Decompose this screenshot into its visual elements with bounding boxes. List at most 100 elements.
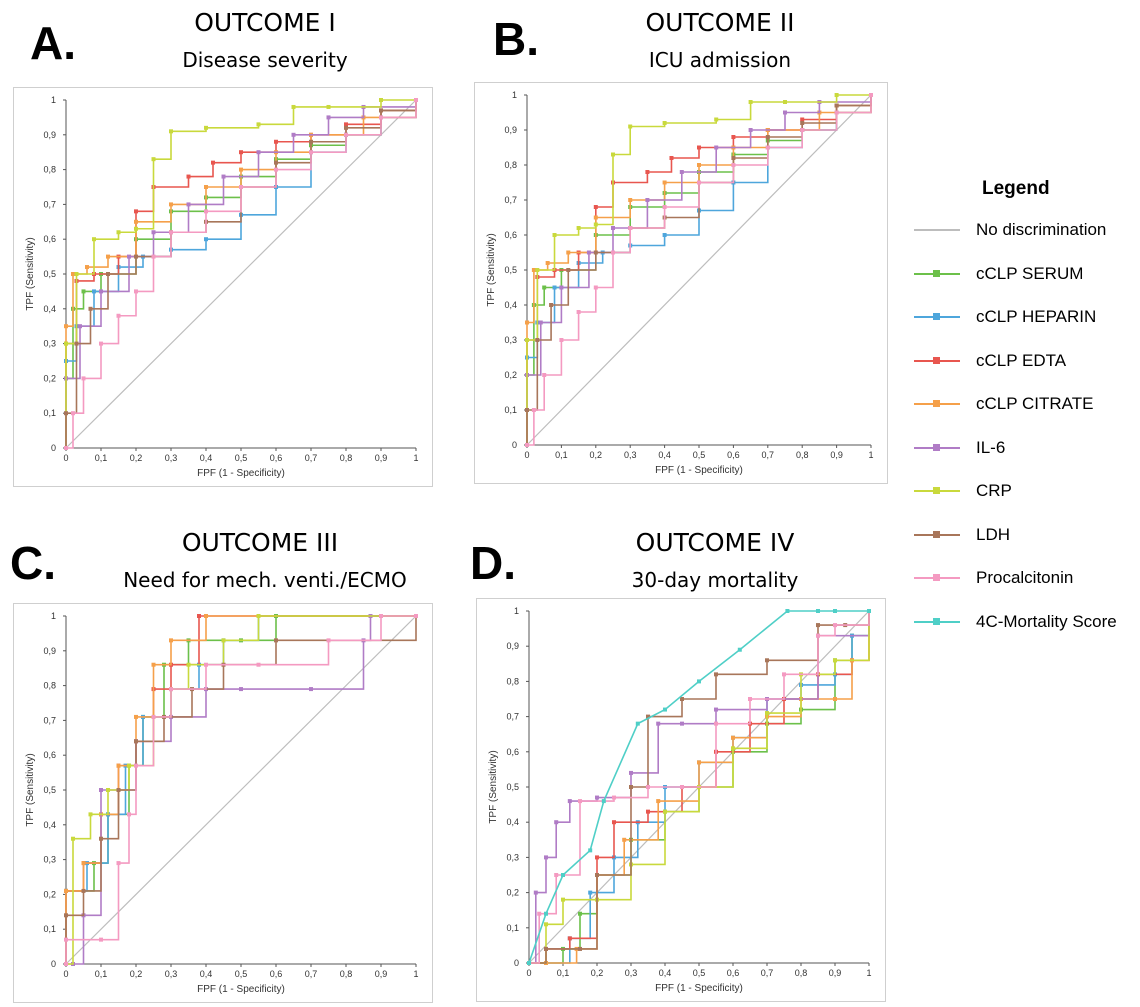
data-point-cclp-citrate: [628, 198, 633, 202]
data-point-il-6: [559, 285, 564, 290]
data-point-4c-mortality-score: [635, 721, 640, 726]
y-axis-label: TPF (Sensitivity): [25, 753, 36, 826]
y-tick-label: 0,4: [506, 817, 519, 827]
data-point-crp: [326, 104, 331, 109]
legend-marker-swatch: [933, 617, 940, 625]
panel-c-letter: C.: [10, 537, 56, 589]
x-tick-label: 0,7: [762, 450, 775, 460]
data-point-ldh: [593, 250, 598, 255]
x-tick-label: 0,9: [829, 968, 842, 978]
y-tick-label: 0,2: [504, 370, 517, 380]
data-point-crp: [221, 638, 226, 643]
data-point-cclp-citrate: [622, 837, 627, 842]
legend-title: Legend: [982, 178, 1050, 199]
legend-item-cclp-citrate: cCLP CITRATE: [910, 394, 1140, 414]
data-point-procalcitonin: [612, 795, 616, 800]
data-point-4c-mortality-score: [816, 609, 820, 613]
data-point-cclp-edta: [669, 156, 674, 160]
y-tick-label: 0,7: [43, 199, 56, 209]
x-tick-label: 0: [524, 450, 529, 460]
data-point-crp: [92, 237, 96, 242]
data-point-procalcitonin: [204, 662, 208, 667]
y-tick-label: 0,9: [506, 641, 519, 651]
legend-item-cclp-edta: cCLP EDTA: [910, 351, 1140, 371]
data-point-il-6: [186, 202, 191, 207]
data-point-ldh: [99, 836, 103, 841]
data-point-cclp-edta: [211, 160, 215, 165]
data-point-ldh: [800, 121, 805, 125]
data-point-crp: [64, 341, 68, 346]
x-tick-label: 0,1: [557, 968, 570, 978]
data-point-procalcitonin: [869, 93, 873, 97]
x-tick-label: 0,8: [340, 969, 353, 979]
x-tick-label: 1: [413, 969, 418, 979]
data-point-crp: [593, 222, 598, 227]
data-point-procalcitonin: [697, 180, 701, 185]
legend-label: cCLP EDTA: [976, 350, 1067, 370]
legend-label: 4C-Mortality Score: [976, 611, 1117, 631]
data-point-procalcitonin: [64, 962, 68, 966]
data-point-il-6: [326, 115, 331, 120]
data-point-procalcitonin: [116, 861, 121, 866]
data-point-il-6: [748, 128, 753, 132]
data-point-ldh: [535, 338, 540, 342]
data-point-procalcitonin: [326, 638, 331, 643]
legend-label: cCLP SERUM: [976, 263, 1084, 283]
data-point-ldh: [134, 254, 138, 259]
data-point-procalcitonin: [309, 150, 313, 155]
x-tick-label: 0,6: [270, 453, 283, 463]
x-tick-label: 0,7: [305, 453, 318, 463]
data-point-cclp-edta: [612, 820, 616, 825]
legend-marker-swatch: [933, 443, 940, 451]
data-point-procalcitonin: [731, 163, 736, 167]
data-point-cclp-citrate: [169, 638, 173, 643]
data-point-cclp-citrate: [169, 202, 173, 207]
x-tick-label: 0,4: [200, 969, 213, 979]
data-point-cclp-heparin: [204, 237, 208, 242]
roc-chart-b: 00 0,1 0,1 0,2 0,2 0,3 0,3 0,4 0,4 0,5 0,5 0,6 0,6 0,…: [486, 90, 874, 476]
y-tick-label: 0,8: [43, 165, 56, 175]
data-point-ldh: [116, 788, 121, 792]
x-tick-label: 0,9: [830, 450, 843, 460]
data-point-ldh: [274, 638, 278, 643]
x-tick-label: 0,7: [305, 969, 318, 979]
series-line-no-discrimination: [65, 615, 417, 965]
data-point-procalcitonin: [816, 633, 820, 638]
y-tick-label: 0,3: [43, 855, 56, 865]
legend-label: cCLP CITRATE: [976, 394, 1094, 413]
data-point-ldh: [714, 672, 718, 677]
x-tick-label: 0,7: [761, 968, 774, 978]
data-point-procalcitonin: [379, 614, 383, 618]
x-tick-label: 0,4: [658, 450, 671, 460]
data-point-il-6: [645, 198, 650, 202]
data-point-ldh: [81, 888, 86, 893]
data-point-il-6: [680, 721, 684, 726]
data-point-cclp-heparin: [662, 233, 667, 237]
data-point-crp: [379, 98, 383, 102]
x-tick-label: 0,3: [624, 450, 637, 460]
data-point-il-6: [99, 289, 103, 294]
data-point-il-6: [99, 788, 103, 792]
x-tick-label: 0: [63, 969, 68, 979]
data-point-procalcitonin: [344, 132, 348, 137]
x-tick-label: 0,2: [590, 450, 603, 460]
data-point-procalcitonin: [64, 446, 68, 450]
data-point-procalcitonin: [414, 98, 418, 102]
data-point-cclp-citrate: [116, 763, 121, 768]
data-point-procalcitonin: [628, 226, 633, 230]
data-point-il-6: [544, 855, 548, 860]
data-point-cclp-citrate: [833, 697, 837, 701]
x-tick-label: 1: [413, 453, 418, 463]
y-axis-label: TPF (Sensitivity): [486, 233, 497, 306]
data-point-cclp-serum: [542, 285, 547, 290]
data-point-cclp-citrate: [64, 324, 68, 329]
data-point-procalcitonin: [765, 145, 770, 150]
data-point-procalcitonin: [274, 167, 278, 172]
y-tick-label: 0,5: [506, 782, 519, 792]
x-tick-label: 0,6: [270, 969, 283, 979]
x-tick-label: 1: [866, 968, 871, 978]
x-tick-label: 0: [526, 968, 531, 978]
series-line-crp: [526, 94, 871, 445]
data-point-cclp-heparin: [92, 289, 96, 294]
data-point-crp: [748, 100, 753, 104]
